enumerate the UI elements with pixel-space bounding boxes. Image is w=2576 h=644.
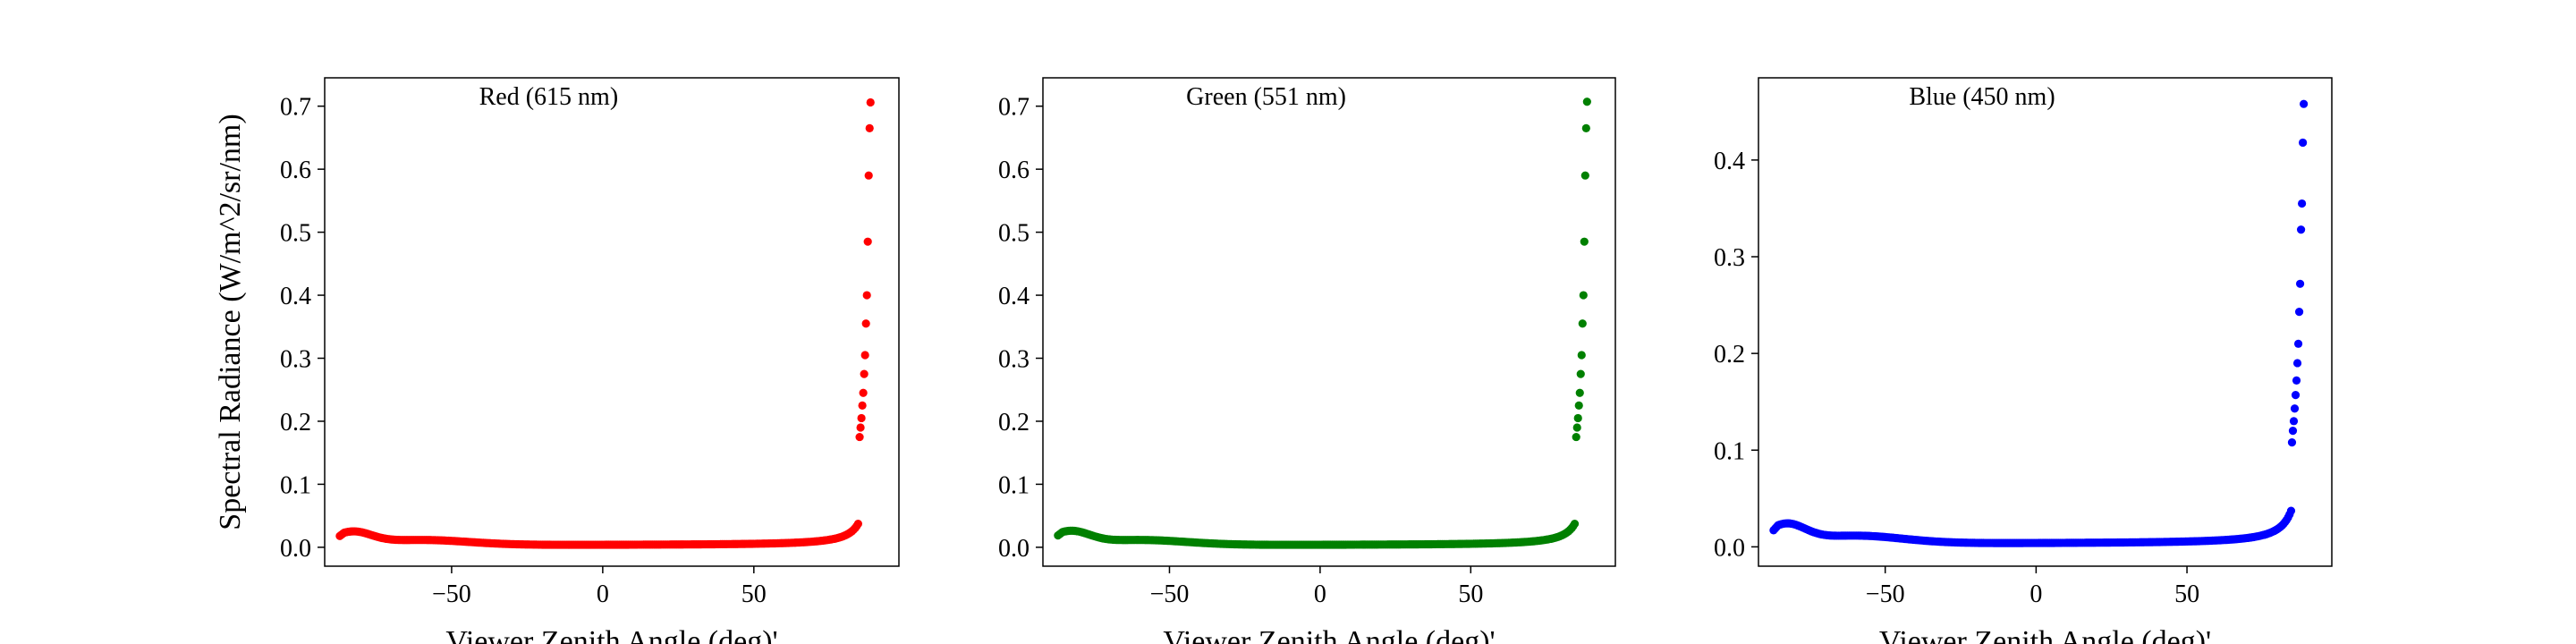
data-point [1570,520,1580,529]
y-tick-label: 0.6 [998,157,1030,184]
plot-frame [324,77,900,567]
y-axis-label: Spectral Radiance (W/m^2/sr/nm) [214,114,247,530]
y-tick-label: 0.0 [1714,534,1745,562]
y-tick-label: 0.6 [280,157,311,184]
data-point [2296,225,2306,234]
x-tick-label: 50 [741,580,767,608]
x-axis-label: Viewer Zenith Angle (deg)' [1879,625,2211,644]
y-tick-label: 0.2 [1714,341,1745,369]
panel-title: Green (551 nm) [1186,83,1346,111]
y-tick-label: 0.1 [280,471,311,499]
plot-frame [1758,77,2333,567]
plot-frame [1042,77,1616,567]
y-tick-label: 0.5 [998,220,1030,248]
data-point [865,123,874,132]
data-point [1580,237,1589,246]
y-tick-label: 0.2 [998,409,1030,436]
panel-green: −50 0 50 0.0 0.1 0.2 0.3 0.4 0.5 0.6 0.7 Green (55… [998,77,1616,644]
data-point [2291,391,2301,400]
x-tick-label: −50 [432,580,471,608]
tick-group: −50 0 50 0.0 0.1 0.2 0.3 0.4 0.5 0.6 0.7 [998,94,1483,608]
data-point [1572,423,1581,432]
x-tick-label: 0 [597,580,609,608]
data-point [2292,359,2302,368]
panel-blue: −50 0 50 0.0 0.1 0.2 0.3 0.4 Blue (450 nm) View… [1714,77,2333,644]
data-point [857,413,866,423]
y-tick-label: 0.4 [280,283,311,310]
data-point [1581,123,1590,132]
data-point [1572,432,1580,442]
tick-group: −50 0 50 0.0 0.1 0.2 0.3 0.4 [1714,148,2199,608]
x-axis-label: Viewer Zenith Angle (deg)' [445,625,777,644]
y-tick-label: 0.3 [1714,244,1745,272]
data-point [2292,376,2301,386]
data-point [859,388,868,397]
data-point [2290,404,2300,413]
data-point [2295,279,2305,288]
data-point [2300,99,2309,108]
x-tick-label: 0 [1314,580,1326,608]
data-point [1577,351,1586,360]
data-point [860,369,869,378]
y-tick-label: 0.5 [280,220,311,248]
x-tick-label: −50 [1866,580,1905,608]
y-tick-label: 0.7 [998,94,1030,122]
y-tick-label: 0.4 [998,283,1030,310]
data-point [855,432,864,442]
data-point [856,423,865,432]
data-point [1573,413,1582,423]
data-point [2293,339,2303,348]
data-point [858,401,867,410]
data-point [2299,138,2308,148]
data-point [2287,438,2297,447]
panel-title: Blue (450 nm) [1909,83,2055,111]
data-point [2286,506,2296,515]
x-tick-label: 50 [2174,580,2199,608]
data-point [864,171,873,180]
data-points [1769,99,2309,547]
data-point [2298,199,2307,208]
y-tick-label: 0.1 [998,471,1030,499]
x-axis-label: Viewer Zenith Angle (deg)' [1163,625,1495,644]
data-point [861,319,870,328]
data-point [1579,291,1588,300]
x-tick-label: −50 [1150,580,1190,608]
data-point [1580,171,1589,180]
data-point [1574,401,1583,410]
y-tick-label: 0.4 [1714,148,1745,175]
y-tick-label: 0.1 [1714,437,1745,465]
y-tick-label: 0.7 [280,94,311,122]
panel-title: Red (615 nm) [479,83,619,111]
data-point [1575,388,1584,397]
data-point [2288,427,2298,436]
data-point [1578,319,1587,328]
x-tick-label: 0 [2029,580,2042,608]
data-point [1576,369,1585,378]
data-points [335,97,875,549]
data-point [1582,97,1591,106]
y-tick-label: 0.0 [280,535,311,563]
y-tick-label: 0.0 [998,535,1030,563]
data-point [860,351,869,360]
tick-group: −50 0 50 0.0 0.1 0.2 0.3 0.4 0.5 0.6 0.7 [280,94,767,608]
data-point [866,97,875,107]
data-point [863,237,872,246]
panel-red: −50 0 50 0.0 0.1 0.2 0.3 0.4 0.5 0.6 0.7 Red (615 … [214,77,900,644]
data-point [2294,308,2304,317]
y-tick-label: 0.3 [998,346,1030,374]
x-tick-label: 50 [1458,580,1483,608]
data-points [1054,97,1591,549]
data-point [853,520,862,529]
y-tick-label: 0.2 [280,409,311,436]
data-point [2289,417,2299,426]
y-tick-label: 0.3 [280,346,311,374]
data-point [862,291,871,300]
